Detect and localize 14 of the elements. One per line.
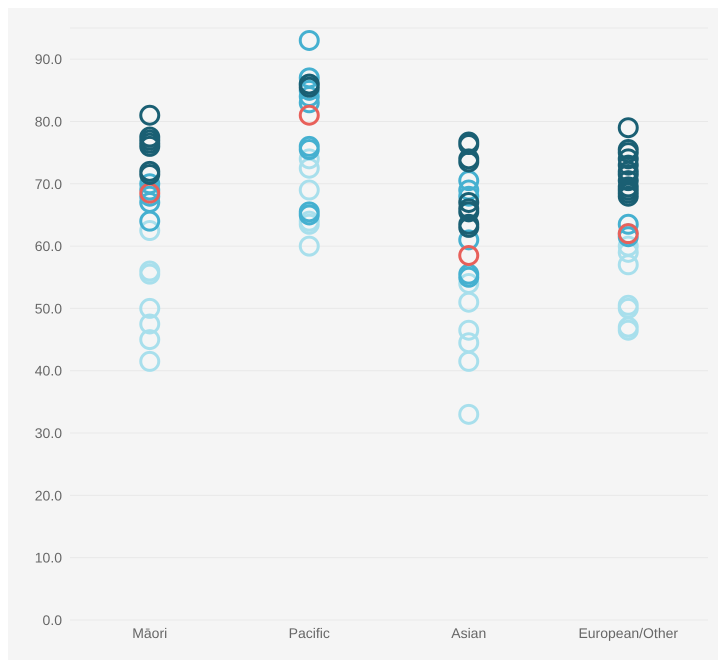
y-tick-label: 30.0 [34, 425, 62, 442]
y-tick-label: 80.0 [34, 113, 62, 130]
y-tick-label: 40.0 [34, 362, 62, 379]
x-tick-label: Māori [132, 624, 168, 641]
x-tick-label: Pacific [288, 624, 330, 641]
y-tick-label: 10.0 [34, 550, 62, 566]
y-tick-label: 50.0 [34, 300, 62, 316]
y-tick-label: 20.0 [34, 487, 62, 504]
y-tick-label: 0.0 [42, 612, 62, 628]
y-tick-label: 70.0 [34, 176, 62, 192]
y-tick-label: 60.0 [34, 238, 62, 254]
x-tick-label: European/Other [578, 624, 678, 641]
y-tick-label: 90.0 [34, 51, 62, 68]
x-tick-label: Asian [451, 624, 486, 641]
